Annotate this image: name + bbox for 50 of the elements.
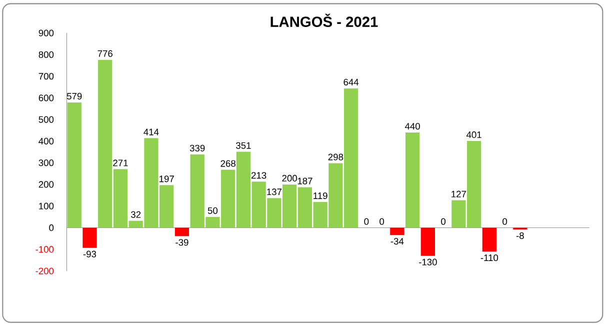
data-label: -93 bbox=[83, 250, 96, 258]
data-label: 401 bbox=[466, 131, 482, 138]
data-label: 644 bbox=[344, 78, 359, 86]
data-label: 32 bbox=[131, 211, 141, 218]
data-label: 0 bbox=[364, 218, 369, 225]
y-tick-label: -200 bbox=[36, 268, 54, 274]
data-label: -110 bbox=[480, 254, 498, 262]
y-tick-label: -100 bbox=[36, 246, 54, 253]
bar bbox=[405, 132, 420, 228]
y-tick-label: 400 bbox=[38, 138, 54, 144]
data-label: 440 bbox=[404, 122, 420, 130]
y-tick-label: 600 bbox=[38, 94, 54, 102]
data-label: 339 bbox=[190, 144, 205, 152]
data-label: -34 bbox=[390, 238, 404, 245]
y-tick-label: 500 bbox=[38, 116, 54, 123]
data-label: 200 bbox=[282, 174, 297, 182]
data-label: 268 bbox=[220, 160, 236, 167]
data-label: 137 bbox=[267, 188, 282, 196]
data-label: 271 bbox=[113, 160, 128, 166]
data-label: -8 bbox=[516, 232, 524, 239]
data-label: 213 bbox=[252, 172, 266, 179]
data-label: 298 bbox=[328, 154, 344, 160]
y-tick-label: 800 bbox=[38, 51, 54, 58]
data-label: 50 bbox=[208, 207, 218, 214]
bar bbox=[174, 228, 190, 236]
data-label: 197 bbox=[160, 176, 174, 182]
bar bbox=[482, 228, 496, 252]
data-label: 119 bbox=[314, 192, 328, 200]
data-label: -39 bbox=[176, 239, 188, 246]
y-tick-label: 200 bbox=[38, 181, 54, 188]
bar bbox=[390, 228, 404, 236]
data-label: 0 bbox=[380, 218, 384, 225]
data-label: 776 bbox=[98, 50, 112, 57]
y-tick-label: 100 bbox=[39, 202, 54, 210]
chart-title: LANGOŠ - 2021 bbox=[270, 14, 378, 27]
bar bbox=[420, 228, 435, 256]
y-tick-label: 300 bbox=[38, 160, 54, 166]
data-label: 0 bbox=[502, 218, 508, 225]
data-label: 351 bbox=[236, 142, 251, 149]
data-label: 127 bbox=[452, 190, 466, 198]
data-label: 414 bbox=[144, 128, 159, 136]
data-label: 0 bbox=[441, 218, 446, 225]
y-tick-label: 900 bbox=[38, 30, 54, 36]
data-label: -130 bbox=[418, 258, 437, 266]
y-tick-label: 0 bbox=[49, 224, 54, 232]
data-label: 579 bbox=[66, 92, 82, 100]
bar bbox=[67, 102, 82, 228]
data-label: 187 bbox=[298, 178, 312, 184]
y-tick-label: 700 bbox=[38, 72, 54, 80]
bar bbox=[82, 228, 97, 248]
